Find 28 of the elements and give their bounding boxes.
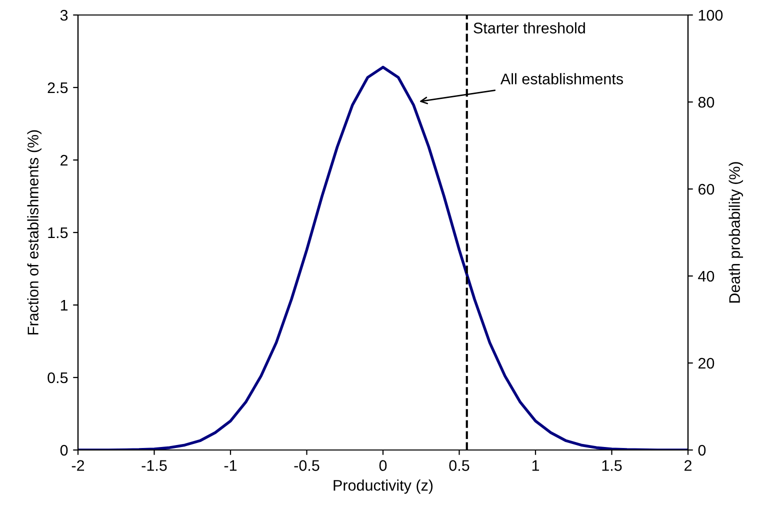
y-tick-label: 0 <box>60 444 68 456</box>
line-series <box>78 66 688 450</box>
y-tick-label: 1.5 <box>48 228 68 238</box>
y2-tick-label: 40 <box>698 270 714 282</box>
y-tick-label: 1 <box>60 300 68 311</box>
x-tick-label: 0 <box>379 460 387 471</box>
y-axis-title: Fraction of establishments (%) <box>27 130 42 334</box>
y2-axis-title: Death probability (%) <box>728 162 744 303</box>
y-tick-label: 3 <box>60 10 68 21</box>
y-tick-label: 2.5 <box>48 82 68 94</box>
y2-tick-label: 20 <box>698 358 714 369</box>
x-tick-label: -0.5 <box>294 460 320 471</box>
x-tick-label: -1.5 <box>142 460 167 471</box>
y-tick-label: 0.5 <box>48 372 68 384</box>
x-tick-label: -1 <box>224 460 237 471</box>
x-tick-label: 1 <box>532 460 540 471</box>
x-tick-label: 1.5 <box>602 460 622 471</box>
y2-tick-label: 100 <box>698 10 723 21</box>
y2-tick-label: 60 <box>698 184 714 195</box>
x-tick-label: 0.5 <box>449 460 470 471</box>
x-axis-title: Productivity (z) <box>334 480 433 494</box>
ref-line-label: Starter threshold <box>474 22 585 34</box>
y2-tick-label: 0 <box>698 444 706 456</box>
x-tick-label: 2 <box>684 460 692 471</box>
y-tick-label: 2 <box>60 154 68 166</box>
y2-tick-label: 80 <box>698 96 714 108</box>
annotation: All establishments <box>500 73 623 84</box>
x-tick-label: -2 <box>72 460 84 471</box>
